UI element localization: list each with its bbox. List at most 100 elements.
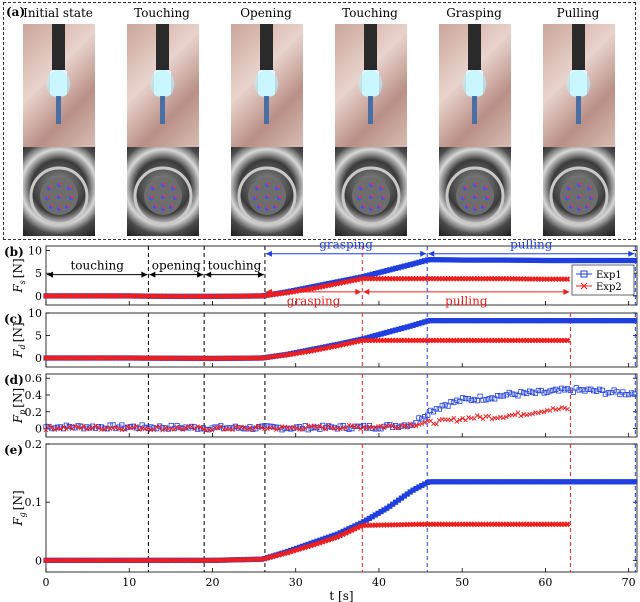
- arrow-head: [149, 271, 156, 278]
- data-point: [372, 426, 378, 432]
- data-point: [314, 425, 320, 431]
- x-tick-label: 20: [205, 576, 219, 589]
- data-point: [614, 389, 620, 395]
- data-point: [337, 423, 343, 429]
- series-exp2: [43, 275, 571, 300]
- y-tick-label: 0: [35, 423, 42, 436]
- data-point: [536, 410, 541, 416]
- data-point: [346, 426, 352, 432]
- x-tick-label: 0: [43, 576, 50, 589]
- ylabel-subscript: d: [18, 344, 27, 349]
- y-tick-label: 0: [35, 290, 42, 303]
- data-point: [564, 276, 571, 282]
- arrow-head: [47, 271, 53, 278]
- y-tick-label: 10: [28, 245, 42, 258]
- data-point: [486, 396, 492, 402]
- data-point: [596, 386, 603, 392]
- data-point: [495, 415, 500, 421]
- data-point: [521, 390, 527, 396]
- data-point: [462, 396, 469, 402]
- data-point: [494, 393, 501, 399]
- data-point: [52, 427, 58, 433]
- data-point: [46, 423, 52, 429]
- data-point: [628, 390, 635, 396]
- data-point: [168, 422, 174, 429]
- data-point: [163, 425, 168, 431]
- photo-frame: [23, 24, 95, 236]
- data-point: [626, 391, 632, 398]
- data-point: [564, 385, 571, 392]
- frame-title: Initial state: [23, 6, 93, 20]
- phase-label: grasping: [287, 294, 341, 308]
- data-point: [611, 387, 617, 393]
- data-point: [198, 424, 203, 430]
- ylabel-unit: [N]: [11, 322, 25, 342]
- arrow-head: [197, 271, 204, 278]
- data-point: [72, 423, 78, 429]
- x-tick-label: 60: [538, 576, 552, 589]
- series-exp2: [43, 337, 571, 362]
- x-tick-label: 40: [372, 576, 386, 589]
- arrow-head: [563, 288, 570, 295]
- ylabel-symbol: F: [11, 349, 25, 359]
- x-tick-label: 10: [122, 576, 136, 589]
- data-point: [500, 393, 507, 399]
- data-point: [436, 417, 442, 423]
- data-point: [620, 389, 626, 395]
- data-point: [576, 387, 582, 393]
- ylabel-subscript: s: [18, 280, 27, 284]
- data-point: [422, 420, 428, 425]
- arrow-head: [257, 271, 264, 278]
- data-point: [145, 426, 151, 431]
- data-point: [352, 526, 358, 532]
- data-point: [631, 257, 638, 264]
- ylabel-symbol: F: [11, 517, 25, 527]
- data-point: [259, 425, 264, 430]
- y-tick-label: 0.6: [25, 372, 43, 385]
- data-point: [527, 388, 533, 394]
- arrow-head: [265, 250, 272, 257]
- data-point: [506, 389, 512, 396]
- data-point: [433, 406, 439, 412]
- data-point: [104, 425, 110, 431]
- series-exp1: [43, 385, 638, 433]
- data-point: [361, 424, 366, 430]
- data-point: [561, 387, 568, 393]
- data-point: [532, 390, 539, 396]
- data-point: [623, 392, 629, 398]
- arrow-head: [428, 250, 435, 257]
- data-point: [279, 427, 285, 433]
- data-point: [273, 427, 279, 432]
- arrow-head: [363, 288, 370, 295]
- data-point: [407, 421, 413, 427]
- ylabel-unit: [N]: [11, 388, 25, 408]
- data-point: [358, 426, 363, 432]
- legend-box: [571, 264, 635, 296]
- data-point: [96, 425, 101, 430]
- data-point: [171, 427, 177, 432]
- data-point: [66, 424, 72, 430]
- legend-marker: [580, 270, 588, 278]
- data-point: [564, 521, 571, 528]
- data-point: [605, 390, 611, 396]
- data-point: [550, 405, 556, 411]
- data-point: [201, 426, 206, 432]
- arrow-head: [355, 288, 362, 295]
- photo-frame: [439, 24, 511, 236]
- data-point: [241, 425, 247, 430]
- data-point: [364, 425, 369, 431]
- data-point: [355, 424, 361, 430]
- photo-sequence-panel: (a): [3, 2, 636, 240]
- panel-a-tag: (a): [6, 5, 26, 19]
- data-point: [276, 426, 282, 431]
- data-point: [308, 424, 314, 429]
- data-point: [256, 423, 261, 429]
- data-point: [250, 426, 256, 432]
- x-tick-label: 50: [455, 576, 469, 589]
- data-point: [148, 424, 154, 430]
- data-point: [66, 423, 72, 430]
- data-point: [253, 424, 259, 430]
- data-point: [468, 397, 474, 403]
- y-tick-label: 10: [28, 307, 42, 320]
- data-point: [43, 427, 49, 433]
